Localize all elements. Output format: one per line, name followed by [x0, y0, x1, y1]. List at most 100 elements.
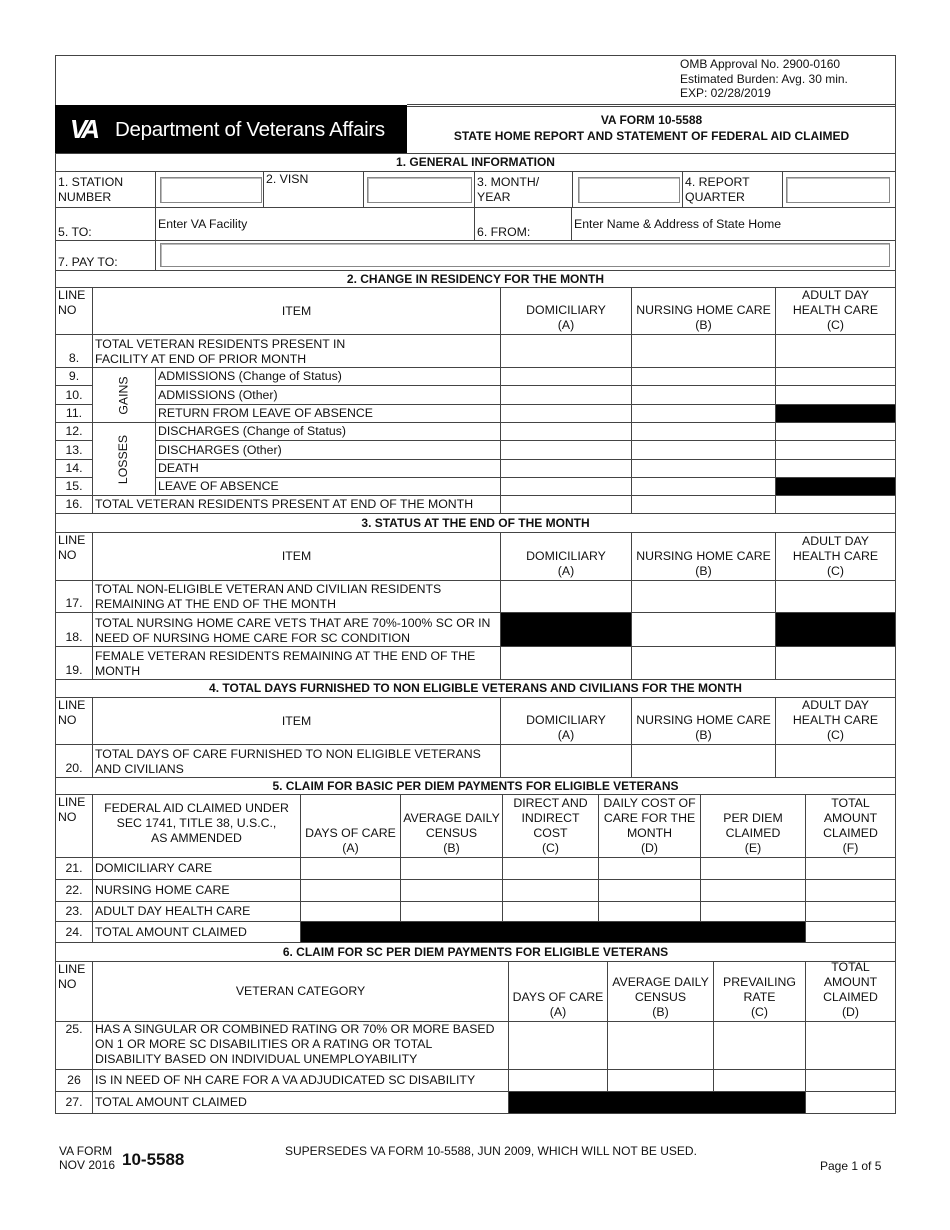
row-10-domiciliary-input[interactable] — [500, 385, 632, 405]
row-16-nursing-home-input[interactable] — [631, 495, 776, 514]
row-25-prevailing-rate-input[interactable] — [713, 1021, 806, 1070]
row-23-per-diem-claimed-input[interactable] — [700, 901, 806, 922]
row-21-per-diem-claimed-input[interactable] — [700, 857, 806, 880]
row-22-daily-cost-input[interactable] — [598, 879, 701, 902]
s6-veteran-category-header-text: VETERAN CATEGORY — [235, 984, 366, 998]
row-25-days-of-care-input[interactable] — [508, 1021, 608, 1070]
row-21-daily-cost-input[interactable] — [598, 857, 701, 880]
line-item: DISCHARGES (Other) — [155, 440, 501, 460]
row-25-average-daily-census-input[interactable] — [607, 1021, 714, 1070]
month-year-label: 3. MONTH/ YEAR — [474, 171, 573, 208]
row-14-domiciliary-input[interactable] — [500, 459, 632, 478]
visn-input[interactable] — [367, 177, 472, 203]
row-20-domiciliary-input[interactable] — [500, 744, 632, 778]
row-15-nursing-home-input[interactable] — [631, 477, 776, 496]
row-26-prevailing-rate-input[interactable] — [713, 1069, 806, 1092]
row-14-adult-day-input[interactable] — [775, 459, 896, 478]
row-23-direct-indirect-cost-input[interactable] — [502, 901, 599, 922]
from-field[interactable]: Enter Name & Address of State Home — [571, 207, 896, 241]
line-number: 19. — [55, 646, 93, 680]
row-11-nursing-home-input[interactable] — [631, 404, 776, 423]
line-item-text: TOTAL NON-ELIGIBLE VETERAN AND CIVILIAN … — [95, 582, 442, 611]
row-9-nursing-home-input[interactable] — [631, 367, 776, 386]
s5-average-daily-census-header: AVERAGE DAILY CENSUS (B) — [400, 794, 503, 858]
line-item: TOTAL NURSING HOME CARE VETS THAT ARE 70… — [92, 612, 501, 647]
row-16-adult-day-input[interactable] — [775, 495, 896, 514]
s5-line-no-header: LINE NO — [55, 794, 93, 858]
s3-nursing-home-header-text: NURSING HOME CARE (B) — [636, 549, 771, 578]
row-27-total-amount-input[interactable] — [805, 1091, 896, 1114]
row-18-adult-day-blocked — [775, 612, 896, 647]
line-item-text: NURSING HOME CARE — [95, 883, 230, 897]
row-20-nursing-home-input[interactable] — [631, 744, 776, 778]
footer-va-form: VA FORM — [59, 1144, 113, 1158]
row-21-average-daily-census-input[interactable] — [400, 857, 503, 880]
row-20-adult-day-input[interactable] — [775, 744, 896, 778]
row-12-nursing-home-input[interactable] — [631, 422, 776, 441]
row-22-per-diem-claimed-input[interactable] — [700, 879, 806, 902]
line-number-text: 23. — [65, 904, 83, 918]
row-21-total-amount-claimed-input[interactable] — [805, 857, 896, 880]
row-26-days-of-care-input[interactable] — [508, 1069, 608, 1092]
month-year-input[interactable] — [578, 177, 680, 203]
omb-burden: Estimated Burden: Avg. 30 min. — [680, 71, 848, 86]
row-17-domiciliary-input[interactable] — [500, 580, 632, 613]
row-10-adult-day-input[interactable] — [775, 385, 896, 405]
line-number-text: 8. — [68, 351, 80, 365]
row-27-blocked — [508, 1091, 806, 1114]
s2-adult-day-header: ADULT DAY HEALTH CARE (C) — [775, 287, 896, 335]
row-13-nursing-home-input[interactable] — [631, 440, 776, 460]
row-26-average-daily-census-input[interactable] — [607, 1069, 714, 1092]
row-25-total-amount-claimed-input[interactable] — [805, 1021, 896, 1070]
row-23-days-of-care-input[interactable] — [300, 901, 401, 922]
row-9-domiciliary-input[interactable] — [500, 367, 632, 386]
row-13-adult-day-input[interactable] — [775, 440, 896, 460]
row-16-domiciliary-input[interactable] — [500, 495, 632, 514]
row-23-total-amount-claimed-input[interactable] — [805, 901, 896, 922]
row-14-nursing-home-input[interactable] — [631, 459, 776, 478]
s2-nursing-home-header: NURSING HOME CARE (B) — [631, 287, 776, 335]
row-21-days-of-care-input[interactable] — [300, 857, 401, 880]
line-number: 24. — [55, 921, 93, 943]
row-13-domiciliary-input[interactable] — [500, 440, 632, 460]
row-11-domiciliary-input[interactable] — [500, 404, 632, 423]
row-19-adult-day-input[interactable] — [775, 646, 896, 680]
row-23-average-daily-census-input[interactable] — [400, 901, 503, 922]
line-item-text: TOTAL AMOUNT CLAIMED — [95, 1095, 247, 1109]
row-22-direct-indirect-cost-input[interactable] — [502, 879, 599, 902]
row-23-daily-cost-input[interactable] — [598, 901, 701, 922]
row-8-domiciliary-input[interactable] — [500, 334, 632, 368]
row-17-adult-day-input[interactable] — [775, 580, 896, 613]
row-24-blocked — [300, 921, 806, 943]
to-field[interactable]: Enter VA Facility — [155, 207, 475, 241]
row-9-adult-day-input[interactable] — [775, 367, 896, 386]
row-10-nursing-home-input[interactable] — [631, 385, 776, 405]
row-15-domiciliary-input[interactable] — [500, 477, 632, 496]
row-8-adult-day-input[interactable] — [775, 334, 896, 368]
row-22-total-amount-claimed-input[interactable] — [805, 879, 896, 902]
station-number-input[interactable] — [160, 177, 262, 203]
row-19-nursing-home-input[interactable] — [631, 646, 776, 680]
row-22-days-of-care-input[interactable] — [300, 879, 401, 902]
row-22-average-daily-census-input[interactable] — [400, 879, 503, 902]
row-21-direct-indirect-cost-input[interactable] — [502, 857, 599, 880]
line-item: TOTAL DAYS OF CARE FURNISHED TO NON ELIG… — [92, 744, 501, 778]
to-label: 5. TO: — [55, 207, 156, 241]
report-quarter-input[interactable] — [786, 177, 890, 203]
omb-approval: OMB Approval No. 2900-0160 — [680, 57, 841, 71]
row-8-nursing-home-input[interactable] — [631, 334, 776, 368]
row-12-adult-day-input[interactable] — [775, 422, 896, 441]
line-item: ADMISSIONS (Change of Status) — [155, 367, 501, 386]
row-17-nursing-home-input[interactable] — [631, 580, 776, 613]
pay-to-input[interactable] — [160, 243, 890, 267]
s5-daily-cost-header: DAILY COST OF CARE FOR THE MONTH (D) — [598, 794, 701, 858]
row-24-total-amount-input[interactable] — [805, 921, 896, 943]
section-3-header: 3. STATUS AT THE END OF THE MONTH — [55, 513, 896, 533]
row-26-total-amount-claimed-input[interactable] — [805, 1069, 896, 1092]
line-number-text: 24. — [65, 924, 83, 939]
row-12-domiciliary-input[interactable] — [500, 422, 632, 441]
line-item-text: IS IN NEED OF NH CARE FOR A VA ADJUDICAT… — [95, 1073, 476, 1087]
row-19-domiciliary-input[interactable] — [500, 646, 632, 680]
row-18-nursing-home-input[interactable] — [631, 612, 776, 647]
line-item: HAS A SINGULAR OR COMBINED RATING OR 70%… — [92, 1021, 509, 1070]
